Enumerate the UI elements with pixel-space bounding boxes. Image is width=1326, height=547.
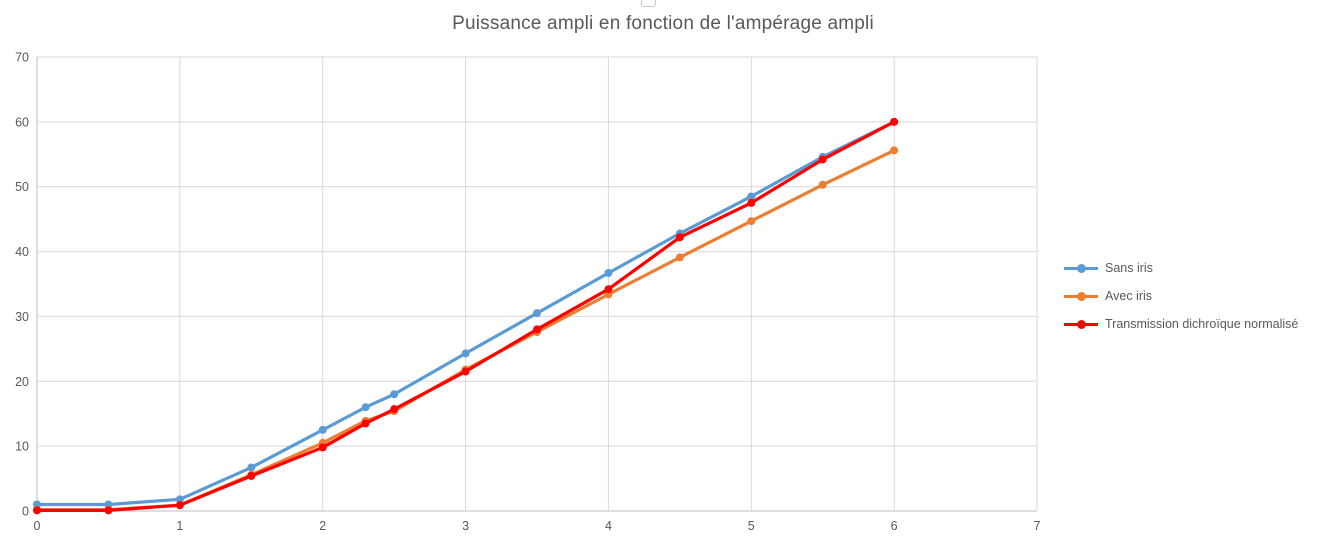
data-point [175,495,184,504]
x-tick-label: 0 [34,519,41,533]
y-tick-label: 20 [15,375,29,389]
legend-item-sans-iris[interactable]: Sans iris [1064,258,1298,278]
data-point [747,198,756,207]
data-point [461,367,470,376]
y-tick-label: 70 [15,51,29,65]
chart-selection-handle [641,0,656,7]
data-point [361,419,370,428]
y-tick-label: 10 [15,440,29,454]
y-tick-label: 30 [15,310,29,324]
series-line-0[interactable] [35,120,896,507]
x-tick-label: 3 [462,519,469,533]
data-point [361,403,370,412]
chart-title[interactable]: Puissance ampli en fonction de l'ampérag… [452,13,874,34]
data-point [818,180,827,189]
data-point [533,309,541,318]
legend-dot-icon [1076,319,1086,329]
legend-label: Transmission dichroïque normalisé [1105,317,1299,331]
data-point [675,233,684,242]
data-point [747,192,756,201]
data-point [175,501,184,510]
data-point [747,217,756,226]
chart-legend: Sans iris Avec iris Transmission dichroï… [1064,258,1298,342]
legend-label: Sans iris [1105,261,1153,275]
x-tick-label: 5 [748,519,755,533]
data-point [675,253,684,262]
data-point [604,268,613,277]
y-tick-label: 50 [15,180,29,194]
x-tick-label: 2 [319,519,326,533]
legend-label: Avec iris [1105,289,1153,303]
legend-marker-avec-iris [1064,291,1098,301]
legend-dot-icon [1076,291,1086,301]
data-point [461,349,470,358]
y-tick-label: 40 [15,245,29,259]
legend-item-avec-iris[interactable]: Avec iris [1064,286,1298,306]
y-tick-label: 0 [22,505,29,519]
data-point [890,146,899,155]
legend-marker-sans-iris [1064,263,1098,273]
data-point [890,117,899,126]
legend-marker-transmission [1064,319,1098,329]
data-point [247,471,256,480]
x-tick-label: 6 [891,519,898,533]
data-point [533,325,541,334]
data-point [247,463,256,472]
x-tick-label: 7 [1034,519,1041,533]
data-point [390,405,399,414]
data-point [33,506,41,515]
data-point [390,390,399,399]
data-point [604,285,613,294]
data-point [818,155,827,164]
legend-dot-icon [1076,263,1086,273]
x-tick-label: 1 [176,519,183,533]
data-point [318,425,327,434]
x-tick-label: 4 [605,519,612,533]
y-tick-label: 60 [15,115,29,129]
data-point [104,506,113,515]
series-line-2[interactable] [35,120,896,512]
data-point [318,443,327,452]
legend-item-transmission[interactable]: Transmission dichroïque normalisé [1064,314,1298,334]
